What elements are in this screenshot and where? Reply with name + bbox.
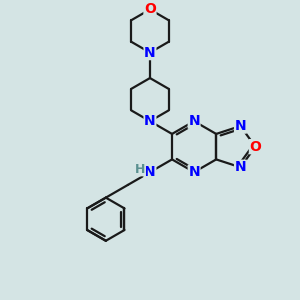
Text: N: N	[144, 114, 156, 128]
Text: H: H	[135, 163, 146, 176]
Text: N: N	[144, 165, 156, 179]
Text: N: N	[235, 160, 246, 174]
Text: N: N	[188, 165, 200, 179]
Text: O: O	[144, 2, 156, 16]
Text: O: O	[250, 140, 261, 154]
Text: N: N	[188, 114, 200, 128]
Text: N: N	[144, 46, 156, 60]
Text: N: N	[235, 119, 246, 133]
